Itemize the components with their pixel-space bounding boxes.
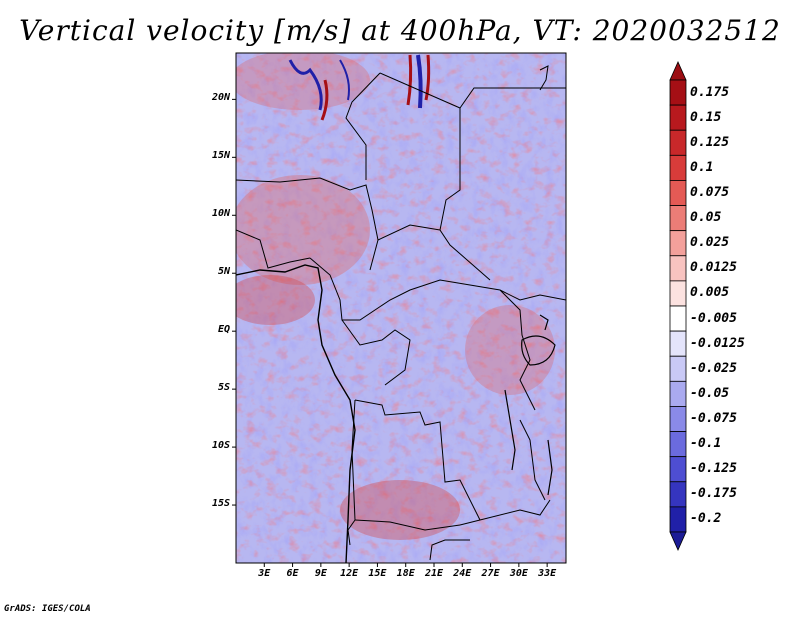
strong-descent-streak bbox=[416, 54, 423, 109]
colorbar-label: 0.05 bbox=[690, 210, 722, 226]
colorbar bbox=[669, 61, 687, 551]
colorbar-label: 0.15 bbox=[690, 109, 722, 125]
colorbar-bin bbox=[669, 180, 687, 206]
colorbar-bin bbox=[669, 355, 687, 382]
lon-tick-label: 6E bbox=[286, 568, 299, 579]
colorbar-label: 0.075 bbox=[690, 185, 730, 200]
strong-ascent-streak bbox=[320, 79, 329, 121]
lat-tick-label: 15S bbox=[211, 498, 230, 510]
lat-tick-label: 10S bbox=[211, 440, 230, 452]
colorbar-bin bbox=[669, 380, 687, 407]
colorbar-bin bbox=[669, 79, 687, 106]
lat-tick-label: 15N bbox=[211, 150, 230, 162]
lat-tick-label: 10N bbox=[211, 208, 230, 220]
colorbar-label: 0.1 bbox=[690, 159, 714, 175]
lon-tick-label: 9E bbox=[314, 568, 327, 579]
colorbar-bin bbox=[669, 406, 687, 432]
strong-descent-streak bbox=[339, 59, 350, 101]
lon-tick-label: 18E bbox=[396, 568, 415, 579]
field-layer bbox=[236, 53, 566, 563]
colorbar-max-arrow bbox=[669, 61, 687, 81]
colorbar-label: -0.0125 bbox=[690, 335, 745, 351]
country-borders bbox=[236, 65, 566, 561]
colorbar-bin bbox=[669, 330, 687, 357]
lon-tick-label: 30E bbox=[509, 568, 528, 579]
colorbar-label: 0.125 bbox=[690, 134, 730, 150]
grads-credit: GrADS: IGES/COLA bbox=[4, 604, 91, 614]
strong-ascent-streak bbox=[406, 54, 413, 106]
colorbar-label: -0.025 bbox=[690, 360, 737, 376]
atlantic-coastline bbox=[236, 264, 356, 563]
colorbar-bin bbox=[669, 431, 687, 458]
lon-tick-label: 15E bbox=[368, 568, 387, 579]
lon-tick-label: 3E bbox=[258, 568, 271, 579]
lon-tick-label: 27E bbox=[481, 568, 500, 579]
axis-ticks bbox=[232, 98, 548, 567]
ascent-region-west bbox=[236, 175, 370, 285]
colorbar-bin bbox=[669, 481, 687, 508]
lat-tick-label: EQ bbox=[217, 324, 230, 336]
ascent-region-gulf bbox=[236, 275, 315, 325]
colorbar-label: 0.175 bbox=[690, 84, 730, 100]
great-lakes bbox=[504, 314, 556, 496]
colorbar-bin bbox=[669, 129, 687, 156]
strong-ascent-streak bbox=[424, 54, 431, 101]
colorbar-bin bbox=[669, 456, 687, 483]
colorbar-bin bbox=[669, 104, 687, 131]
lat-tick-label: 5N bbox=[217, 266, 230, 278]
ascent-region-east bbox=[465, 305, 555, 395]
colorbar-label: -0.2 bbox=[690, 511, 722, 527]
colorbar-label: 0.0125 bbox=[690, 260, 737, 276]
lon-tick-label: 21E bbox=[424, 568, 444, 579]
field-ascent-noise bbox=[236, 53, 566, 563]
strong-descent-streak bbox=[288, 59, 323, 111]
colorbar-label: -0.075 bbox=[690, 411, 737, 426]
colorbar-label: 0.005 bbox=[690, 285, 730, 301]
ascent-region-north bbox=[236, 53, 370, 110]
lon-tick-label: 12E bbox=[340, 568, 359, 579]
colorbar-label: 0.025 bbox=[690, 235, 730, 251]
colorbar-bin bbox=[669, 230, 687, 257]
colorbar-label: -0.005 bbox=[690, 310, 737, 326]
ascent-region-south bbox=[340, 480, 460, 540]
lon-tick-label: 24E bbox=[453, 568, 472, 579]
chart-title: Vertical velocity [m/s] at 400hPa, VT: 2… bbox=[19, 14, 781, 47]
colorbar-label: -0.125 bbox=[690, 461, 737, 477]
lat-tick-label: 5S bbox=[217, 382, 230, 394]
colorbar-bin bbox=[669, 205, 687, 232]
colorbar-bin bbox=[669, 255, 687, 282]
colorbar-label: -0.1 bbox=[690, 436, 722, 452]
colorbar-bin bbox=[669, 154, 687, 181]
colorbar-label: -0.05 bbox=[690, 385, 730, 401]
colorbar-label: -0.175 bbox=[690, 486, 737, 502]
colorbar-bin bbox=[669, 305, 687, 332]
map-frame bbox=[235, 52, 567, 564]
lat-tick-label: 20N bbox=[211, 92, 230, 104]
colorbar-bin bbox=[669, 280, 687, 307]
lon-tick-label: 33E bbox=[538, 568, 557, 579]
colorbar-min-arrow bbox=[669, 531, 687, 551]
colorbar-bin bbox=[669, 506, 687, 533]
